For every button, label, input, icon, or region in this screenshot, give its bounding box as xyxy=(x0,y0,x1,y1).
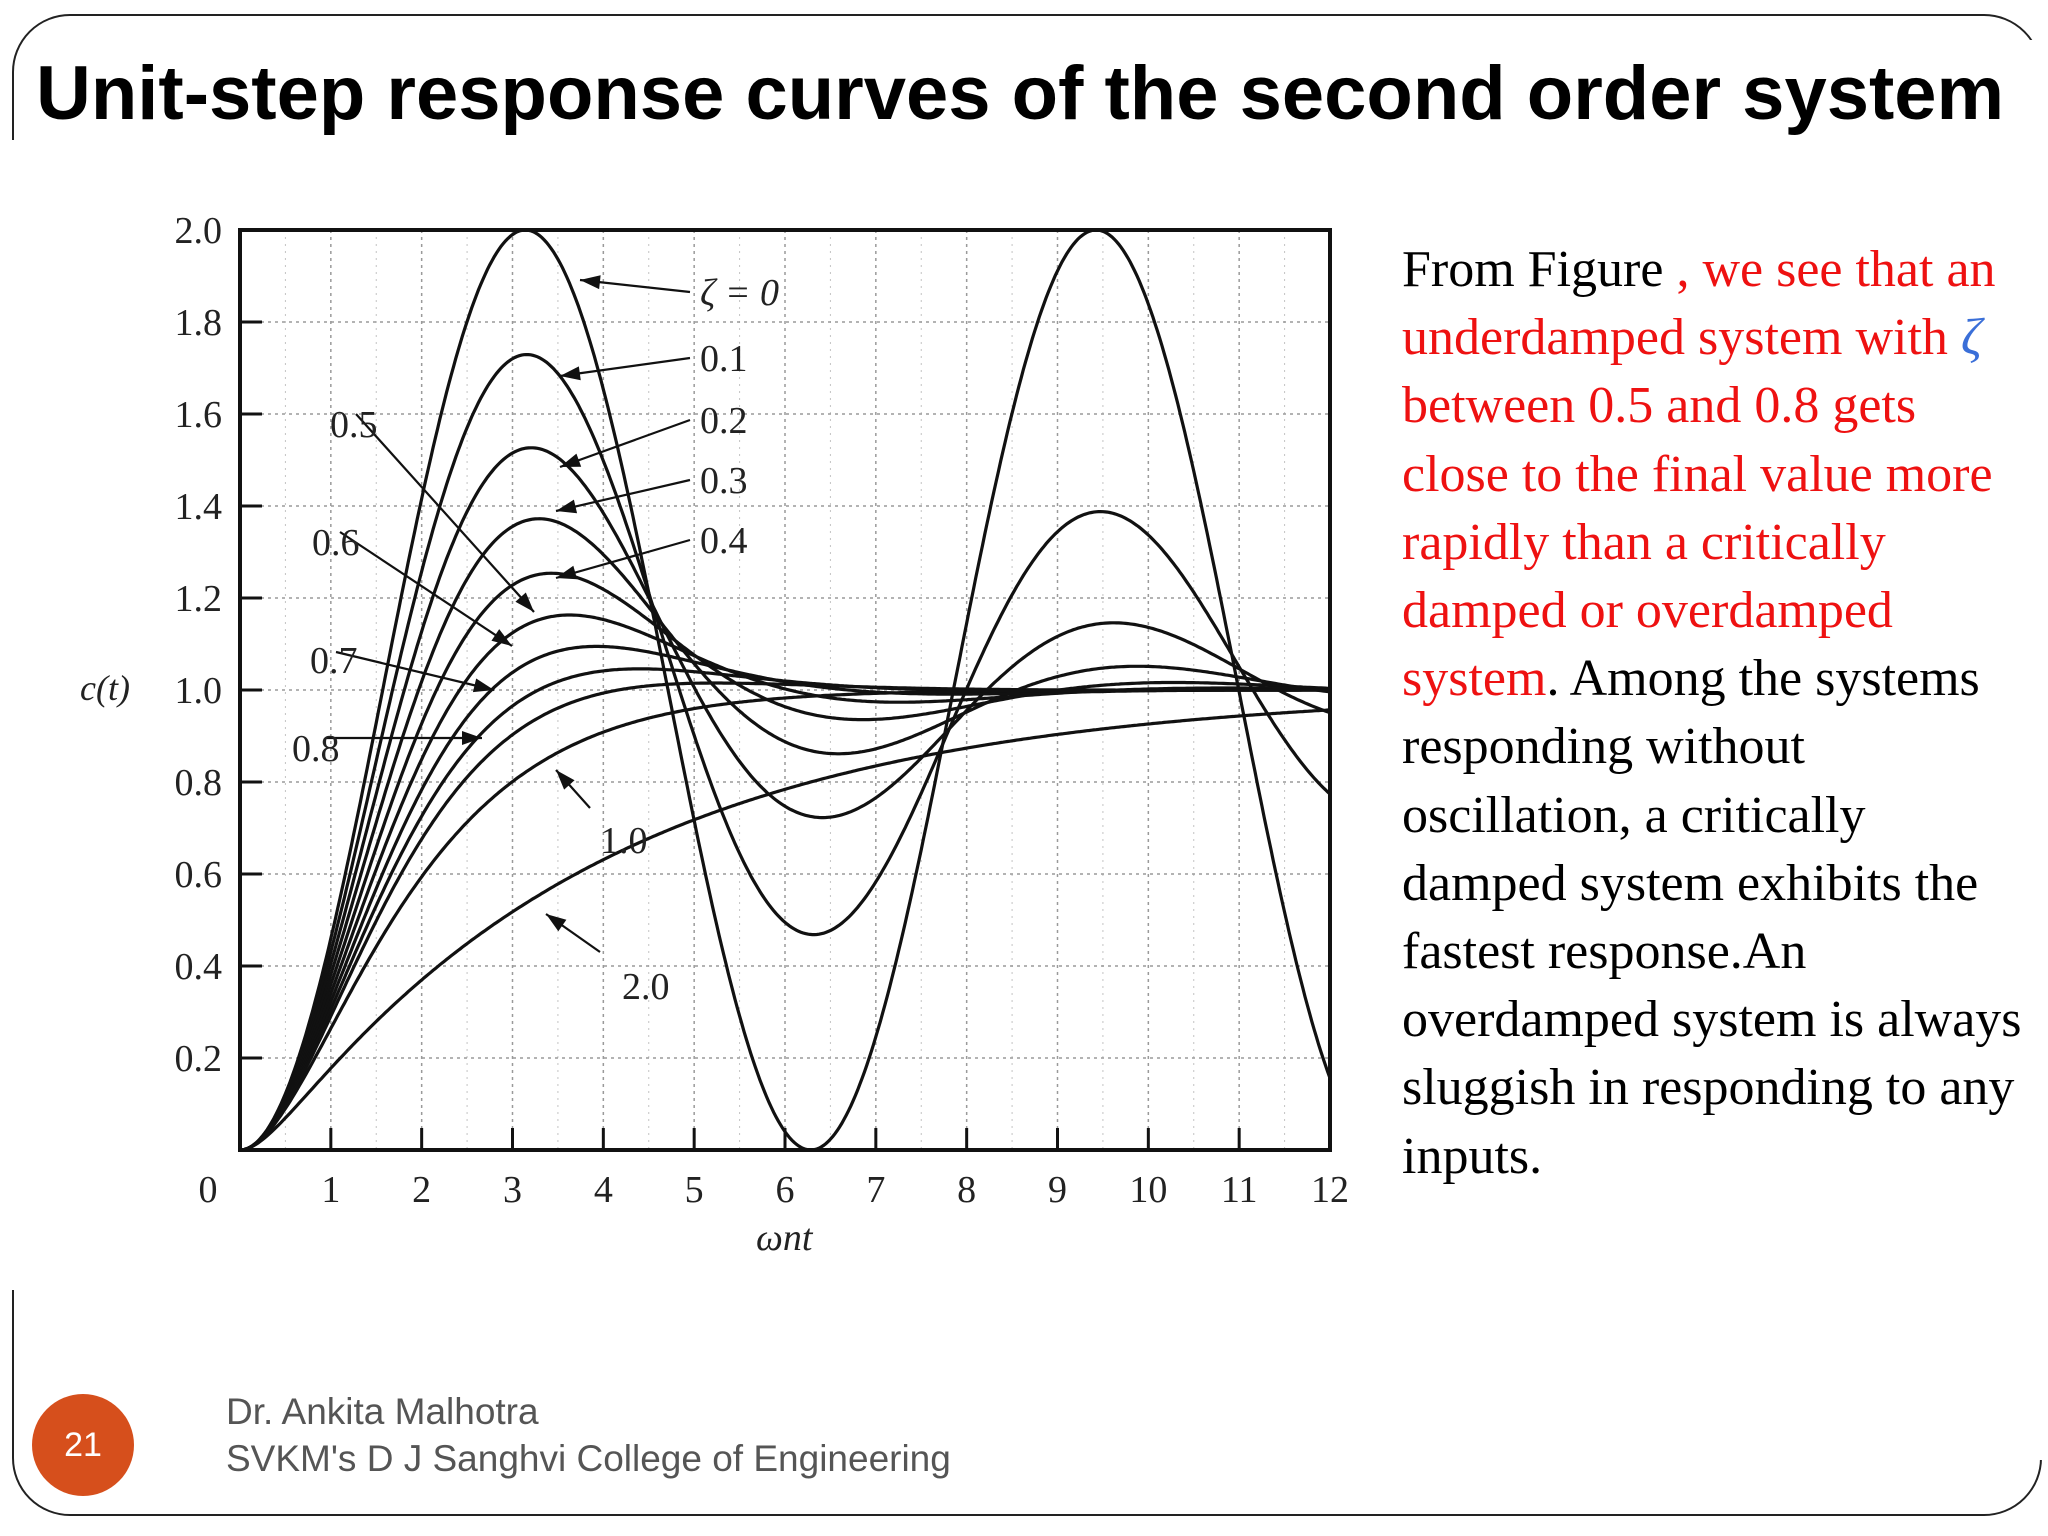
x-tick-label: 12 xyxy=(1311,1169,1349,1211)
x-tick-label: 1 xyxy=(321,1169,340,1211)
annotation-leader-line xyxy=(335,650,495,692)
annotation-arrowhead xyxy=(491,629,512,646)
curve-zeta-1 xyxy=(239,688,1330,1152)
annotation-label: 0.3 xyxy=(700,460,748,502)
annotation-arrowhead xyxy=(472,678,494,693)
annotation-label: 0.6 xyxy=(312,522,360,564)
frame-gap-right xyxy=(2030,40,2048,1460)
curve-zeta-0-1 xyxy=(239,353,1332,1152)
explanation-highlight-2: between 0.5 and 0.8 gets close to the fi… xyxy=(1402,377,1993,708)
y-tick-label: 1.2 xyxy=(175,578,223,620)
annotation-arrowhead xyxy=(556,565,578,580)
annotation-label: 2.0 xyxy=(622,966,670,1008)
response-curves xyxy=(239,228,1332,1152)
annotation-leader-line xyxy=(339,531,513,647)
x-tick-label: 7 xyxy=(866,1169,885,1211)
curve-zeta-0-2 xyxy=(239,446,1331,1152)
curve-annotations: ζ = 0 0.1 0.2 0.3 0.4 0.5 0.6 0.7 0.8 1.0 2.0 xyxy=(292,272,779,1008)
annotation-label: 0.5 xyxy=(330,404,378,446)
annotation-arrowhead xyxy=(560,453,582,467)
annotation-arrowhead xyxy=(580,275,601,290)
annotation-leader-line xyxy=(559,418,691,469)
zeta-symbol: ζ xyxy=(1960,309,1982,367)
x-axis-label: ωnt xyxy=(756,1217,814,1259)
y-tick-label: 1.8 xyxy=(175,302,223,344)
annotation-arrowhead xyxy=(556,770,575,790)
x-tick-label: 10 xyxy=(1129,1169,1167,1211)
footer: Dr. Ankita Malhotra SVKM's D J Sanghvi C… xyxy=(226,1388,951,1482)
footer-author: Dr. Ankita Malhotra xyxy=(226,1391,539,1432)
annotation-label: 0.1 xyxy=(700,338,748,380)
y-tick-label: 1.0 xyxy=(175,670,223,712)
annotation-arrowhead xyxy=(560,366,581,381)
y-tick-label: 0.4 xyxy=(175,946,223,988)
annotation-leader-line xyxy=(559,356,691,378)
annotation-arrowhead xyxy=(556,499,578,514)
annotation-label: 1.0 xyxy=(600,820,648,862)
explanation-rest: . Among the systems responding without o… xyxy=(1402,650,2022,1185)
x-tick-label: 11 xyxy=(1221,1169,1258,1211)
annotation-label: 0.2 xyxy=(700,400,748,442)
x-tick-label: 8 xyxy=(957,1169,976,1211)
explanation-text: From Figure , we see that an underdamped… xyxy=(1402,236,2022,1191)
frame-gap-left xyxy=(8,140,18,1290)
annotation-arrowhead xyxy=(462,731,482,745)
y-tick-label: 2.0 xyxy=(175,210,223,252)
x-tick-label: 0 xyxy=(199,1169,218,1211)
curve-zeta-2 xyxy=(239,708,1331,1152)
y-tick-label: 0.6 xyxy=(175,854,223,896)
annotation-label: 0.7 xyxy=(310,640,358,682)
annotation-arrowhead xyxy=(515,592,534,612)
footer-institution: SVKM's D J Sanghvi College of Engineerin… xyxy=(226,1438,951,1479)
x-tick-label: 9 xyxy=(1048,1169,1067,1211)
y-tick-label: 1.6 xyxy=(175,394,223,436)
annotation-leader-line xyxy=(555,538,691,580)
annotation-leader-line xyxy=(355,413,535,613)
y-tick-label: 0.2 xyxy=(175,1038,223,1080)
explanation-intro: From Figure xyxy=(1402,241,1664,298)
annotation-arrowhead xyxy=(546,914,567,932)
annotation-label: 0.4 xyxy=(700,520,748,562)
y-tick-label: 1.4 xyxy=(175,486,223,528)
curve-zeta-0-3 xyxy=(239,517,1331,1152)
axis-ticks: 0 1 2 3 4 5 6 7 8 9 10 11 120.20.40.60.81.01.21.41.6… xyxy=(175,210,1350,1211)
x-tick-label: 5 xyxy=(685,1169,704,1211)
slide-title: Unit-step response curves of the second … xyxy=(36,51,2005,136)
y-tick-label: 0.8 xyxy=(175,762,223,804)
slide-number-badge: 21 xyxy=(32,1394,134,1496)
annotation-label: ζ = 0 xyxy=(700,272,779,314)
x-tick-label: 6 xyxy=(776,1169,795,1211)
annotation-label: 0.8 xyxy=(292,728,340,770)
annotation-leader-line xyxy=(555,478,691,513)
explanation-highlight-1: , we see that an underdamped system with xyxy=(1402,241,1996,367)
y-axis-label: c(t) xyxy=(80,668,130,708)
curve-zeta-0-4 xyxy=(239,571,1331,1152)
x-tick-label: 4 xyxy=(594,1169,613,1211)
x-tick-label: 3 xyxy=(503,1169,522,1211)
x-tick-label: 2 xyxy=(412,1169,431,1211)
